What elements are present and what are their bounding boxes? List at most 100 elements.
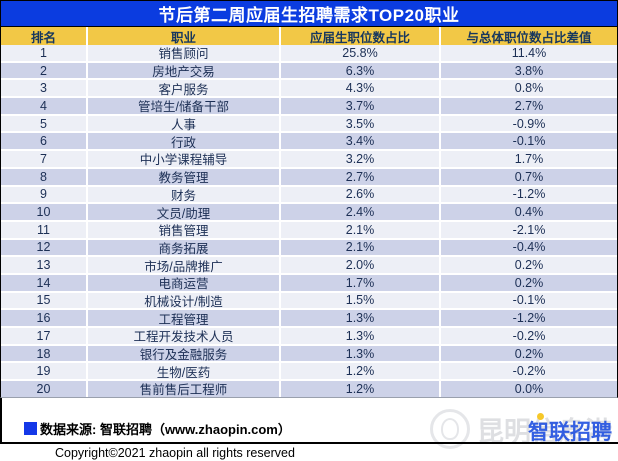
grad-share-cell: 3.7% — [281, 98, 439, 114]
source-bullet-square-icon — [24, 422, 37, 435]
grad-share-cell: 6.3% — [281, 62, 439, 79]
header-cell-occupation: 职业 — [88, 27, 279, 46]
rank-cell: 16 — [1, 310, 86, 326]
occupation-cell: 工程开发技术人员 — [88, 328, 279, 344]
table-row: 14 电商运营 1.7% 0.2% — [1, 274, 617, 291]
rank-cell: 11 — [1, 221, 86, 238]
rank-cell: 4 — [1, 98, 86, 114]
diff-cell: -0.2% — [441, 363, 617, 380]
rank-cell: 13 — [1, 257, 86, 273]
diff-cell: -0.1% — [441, 292, 617, 309]
table-header-row: 排名 职业 应届生职位数占比 与总体职位数占比差值 — [1, 27, 617, 46]
table-row: 20 售前售后工程师 1.2% 0.0% — [1, 381, 617, 397]
table-row: 13 市场/品牌推广 2.0% 0.2% — [1, 257, 617, 273]
diff-cell: -1.2% — [441, 186, 617, 203]
table-row: 10 文员/助理 2.4% 0.4% — [1, 204, 617, 220]
occupation-cell: 人事 — [88, 115, 279, 132]
left-border-segment — [0, 398, 2, 443]
grad-share-cell: 3.5% — [281, 115, 439, 132]
grad-share-cell: 2.6% — [281, 186, 439, 203]
diff-cell: -0.4% — [441, 239, 617, 256]
occupation-cell: 房地产交易 — [88, 62, 279, 79]
occupation-cell: 管培生/储备干部 — [88, 98, 279, 114]
occupation-cell: 银行及金融服务 — [88, 345, 279, 362]
grad-share-cell: 1.3% — [281, 310, 439, 326]
diff-cell: -2.1% — [441, 221, 617, 238]
rank-cell: 8 — [1, 168, 86, 185]
grad-share-cell: 2.0% — [281, 257, 439, 273]
rank-table: 排名 职业 应届生职位数占比 与总体职位数占比差值 1 销售顾问 25.8% 11.4… — [0, 27, 618, 398]
table-row: 1 销售顾问 25.8% 11.4% — [1, 45, 617, 61]
table-row: 15 机械设计/制造 1.5% -0.1% — [1, 292, 617, 309]
occupation-cell: 工程管理 — [88, 310, 279, 326]
header-cell-diff: 与总体职位数占比差值 — [441, 27, 617, 46]
table-row: 12 商务拓展 2.1% -0.4% — [1, 239, 617, 256]
zhaopin-logo-dot-icon — [537, 413, 544, 420]
rank-cell: 12 — [1, 239, 86, 256]
grad-share-cell: 1.2% — [281, 381, 439, 397]
watermark-seal-icon — [430, 409, 470, 449]
diff-cell: 2.7% — [441, 98, 617, 114]
rank-cell: 18 — [1, 345, 86, 362]
header-cell-rank: 排名 — [1, 27, 86, 46]
occupation-cell: 文员/助理 — [88, 204, 279, 220]
grad-share-cell: 4.3% — [281, 80, 439, 97]
zhaopin-logo: 智联招聘 — [528, 421, 612, 444]
rank-cell: 14 — [1, 274, 86, 291]
occupation-cell: 教务管理 — [88, 168, 279, 185]
table-row: 2 房地产交易 6.3% 3.8% — [1, 62, 617, 79]
table-row: 19 生物/医药 1.2% -0.2% — [1, 363, 617, 380]
data-source-line: 数据来源: 智联招聘（www.zhaopin.com） — [24, 419, 291, 438]
table-row: 17 工程开发技术人员 1.3% -0.2% — [1, 328, 617, 344]
diff-cell: -1.2% — [441, 310, 617, 326]
diff-cell: 0.2% — [441, 274, 617, 291]
table-row: 7 中小学课程辅导 3.2% 1.7% — [1, 151, 617, 167]
table-row: 6 行政 3.4% -0.1% — [1, 133, 617, 150]
grad-share-cell: 2.7% — [281, 168, 439, 185]
occupation-cell: 中小学课程辅导 — [88, 151, 279, 167]
grad-share-cell: 2.1% — [281, 239, 439, 256]
diff-cell: 11.4% — [441, 45, 617, 61]
occupation-cell: 生物/医药 — [88, 363, 279, 380]
grad-share-cell: 1.7% — [281, 274, 439, 291]
rank-cell: 6 — [1, 133, 86, 150]
table-row: 16 工程管理 1.3% -1.2% — [1, 310, 617, 326]
header-cell-grad-share: 应届生职位数占比 — [281, 27, 439, 46]
rank-cell: 2 — [1, 62, 86, 79]
diff-cell: 3.8% — [441, 62, 617, 79]
table-row: 11 销售管理 2.1% -2.1% — [1, 221, 617, 238]
occupation-cell: 电商运营 — [88, 274, 279, 291]
diff-cell: 0.4% — [441, 204, 617, 220]
table-body: 1 销售顾问 25.8% 11.4% 2 房地产交易 6.3% 3.8% 3 客户服务 4.3% 0.… — [1, 44, 617, 397]
table-row: 9 财务 2.6% -1.2% — [1, 186, 617, 203]
table-row: 5 人事 3.5% -0.9% — [1, 115, 617, 132]
occupation-cell: 市场/品牌推广 — [88, 257, 279, 273]
occupation-cell: 销售管理 — [88, 221, 279, 238]
rank-cell: 10 — [1, 204, 86, 220]
occupation-cell: 机械设计/制造 — [88, 292, 279, 309]
grad-share-cell: 2.1% — [281, 221, 439, 238]
diff-cell: 0.8% — [441, 80, 617, 97]
grad-share-cell: 1.2% — [281, 363, 439, 380]
table-row: 4 管培生/储备干部 3.7% 2.7% — [1, 98, 617, 114]
diff-cell: 1.7% — [441, 151, 617, 167]
rank-cell: 17 — [1, 328, 86, 344]
grad-share-cell: 1.3% — [281, 328, 439, 344]
rank-cell: 3 — [1, 80, 86, 97]
rank-cell: 1 — [1, 45, 86, 61]
rank-cell: 20 — [1, 381, 86, 397]
table-row: 3 客户服务 4.3% 0.8% — [1, 80, 617, 97]
rank-cell: 7 — [1, 151, 86, 167]
watermark-seal-figure — [441, 418, 459, 440]
occupation-cell: 商务拓展 — [88, 239, 279, 256]
occupation-cell: 行政 — [88, 133, 279, 150]
copyright-text: Copyright©2021 zhaopin all rights reserv… — [55, 446, 295, 460]
diff-cell: -0.9% — [441, 115, 617, 132]
grad-share-cell: 1.5% — [281, 292, 439, 309]
diff-cell: -0.1% — [441, 133, 617, 150]
grad-share-cell: 1.3% — [281, 345, 439, 362]
grad-share-cell: 2.4% — [281, 204, 439, 220]
page-title: 节后第二周应届生招聘需求TOP20职业 — [0, 0, 618, 27]
occupation-cell: 财务 — [88, 186, 279, 203]
